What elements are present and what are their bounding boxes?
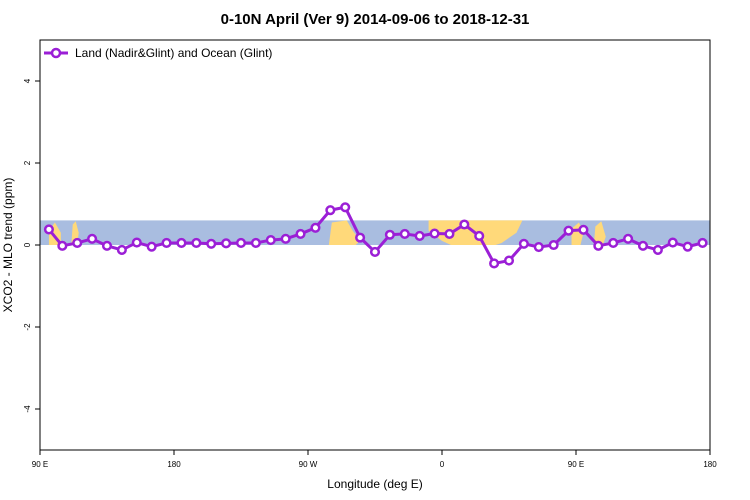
y-tick-label: 4 (23, 78, 32, 83)
data-point (623, 233, 634, 244)
data-point (399, 228, 410, 239)
data-point (474, 230, 485, 242)
data-point (489, 258, 500, 269)
y-axis: -4 -2 0 2 4 (23, 78, 40, 413)
y-tick-label: -4 (23, 405, 32, 413)
data-point (369, 246, 381, 258)
x-tick-label: 0 (440, 460, 445, 469)
y-tick-label: 0 (23, 242, 32, 247)
data-point (191, 237, 202, 248)
x-tick-label: 180 (703, 460, 717, 469)
data-point (57, 240, 68, 251)
y-tick-label: 2 (23, 160, 32, 165)
data-point (176, 237, 187, 248)
land-patch (328, 220, 361, 245)
data-point (518, 238, 529, 249)
legend: Land (Nadir&Glint) and Ocean (Glint) (44, 46, 272, 60)
data-point (43, 224, 54, 235)
data-point (414, 230, 425, 242)
x-tick-label: 180 (167, 460, 181, 469)
data-point (146, 241, 157, 252)
data-point (295, 228, 306, 239)
data-point (637, 240, 649, 251)
data-point (221, 238, 232, 249)
data-point (340, 202, 351, 213)
data-point (593, 240, 604, 251)
data-point (429, 228, 440, 239)
data-point (235, 237, 247, 248)
x-axis: 90 E 180 90 W 0 90 E 180 (32, 450, 717, 469)
data-point (116, 244, 127, 255)
data-point (355, 232, 366, 243)
data-point (87, 233, 98, 244)
data-point (682, 241, 693, 252)
data-point (206, 238, 217, 249)
data-point (72, 237, 83, 248)
map-band (40, 220, 710, 245)
data-point (131, 237, 142, 248)
x-tick-label: 90 W (299, 460, 318, 469)
data-point (280, 233, 291, 244)
data-point (384, 229, 395, 240)
data-point (578, 224, 589, 235)
land-patch (593, 221, 606, 245)
legend-label: Land (Nadir&Glint) and Ocean (Glint) (75, 46, 272, 60)
data-point (563, 225, 574, 236)
data-point (548, 239, 559, 251)
data-point (310, 222, 321, 233)
legend-marker (50, 47, 62, 59)
data-point (101, 240, 113, 251)
data-point (503, 255, 515, 266)
data-point (265, 235, 276, 246)
y-tick-label: -2 (23, 323, 32, 331)
data-point (325, 205, 336, 216)
chart-title: 0-10N April (Ver 9) 2014-09-06 to 2018-1… (221, 11, 530, 28)
data-point (444, 228, 455, 239)
data-point (533, 242, 544, 253)
data-point (459, 219, 470, 230)
data-point (161, 237, 172, 248)
x-tick-label: 90 E (32, 460, 48, 469)
x-tick-label: 90 E (568, 460, 584, 469)
data-point (667, 237, 678, 248)
data-point (608, 237, 619, 248)
data-point (250, 237, 261, 248)
y-axis-label: XCO2 - MLO trend (ppm) (1, 178, 15, 313)
series-layer (43, 202, 708, 269)
data-point (652, 244, 663, 255)
data-point (697, 237, 708, 248)
x-axis-label: Longitude (deg E) (327, 477, 422, 491)
